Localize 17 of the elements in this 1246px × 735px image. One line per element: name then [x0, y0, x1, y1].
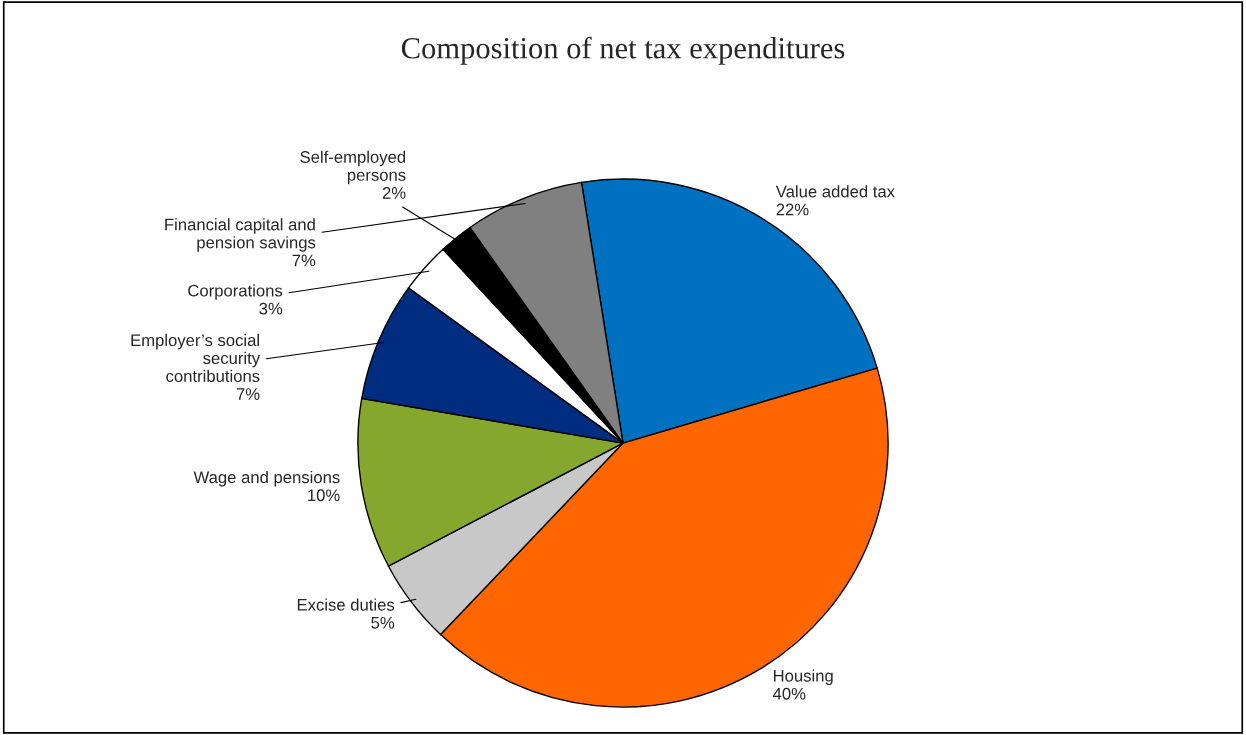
slice-label: Wage and pensions: [193, 470, 340, 487]
slice-label: Value added tax: [775, 185, 895, 198]
slice-label: Corporations: [188, 284, 283, 300]
slice-label: Employer’s social security contributions: [131, 333, 261, 383]
slice-label: Self-employed persons: [300, 150, 406, 185]
data-label: 40%: [772, 687, 806, 700]
data-label: 7%: [292, 254, 316, 267]
slice-label: Housing: [773, 669, 833, 685]
slice-label: Financial capital and pension savings: [165, 218, 316, 252]
data-label: 2%: [382, 187, 406, 199]
chart-title: Composition of net tax expenditures: [401, 36, 845, 65]
data-label: 5%: [371, 616, 395, 629]
data-label: 10%: [308, 489, 340, 502]
data-label: 22%: [776, 203, 809, 216]
data-label: 3%: [259, 302, 283, 315]
slice-label: Excise duties: [297, 598, 395, 611]
data-label: 7%: [236, 388, 260, 400]
